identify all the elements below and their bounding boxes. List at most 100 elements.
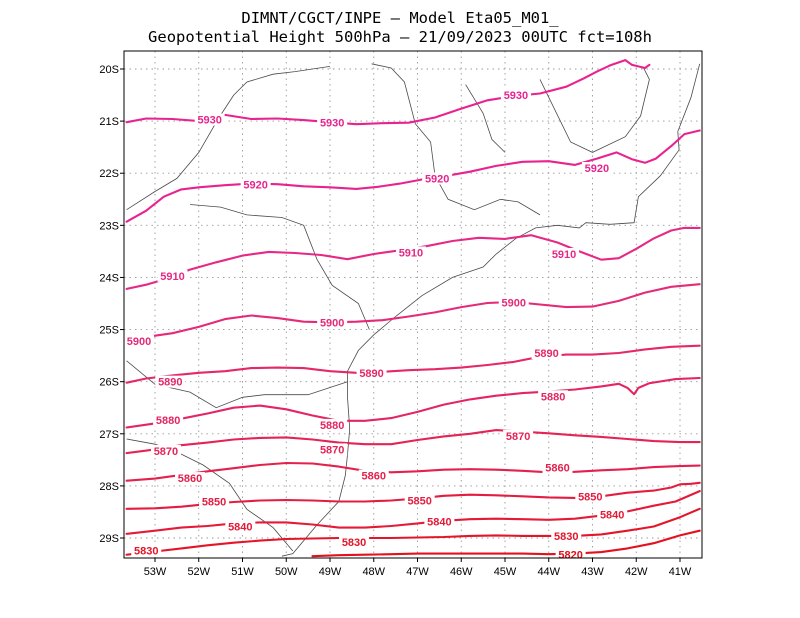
contour-label-halo — [538, 390, 569, 403]
contour-label-group: 5830 — [551, 529, 582, 543]
contour-label-halo — [124, 335, 154, 348]
lat-tick-label: 20S — [99, 64, 119, 76]
contour-label-layer: 5930 5930 5930 5920 5920 5920 5910 5910 5910 5900… — [124, 89, 628, 562]
contour-label-5920: 5920 — [243, 180, 267, 192]
contour-label-5870: 5870 — [320, 444, 344, 456]
lon-tick-label: 50W — [275, 566, 298, 578]
contour-label-5860: 5860 — [545, 463, 569, 475]
contour-layer — [125, 59, 701, 558]
state-border-0 — [126, 66, 331, 211]
contour-label-group: 5870 — [150, 444, 181, 458]
lat-tick-label: 23S — [99, 220, 119, 232]
longitude-axis: 53W 52W 51W 50W 49W 48W 47W 46W 45W 44W 43W 42W 41W — [144, 558, 692, 578]
contour-label-halo — [317, 443, 348, 456]
contour-label-5920: 5920 — [425, 173, 449, 185]
lon-tick-label: 52W — [187, 566, 210, 578]
contour-label-group: 5870 — [503, 429, 534, 443]
lon-tick-label: 46W — [450, 566, 473, 578]
contour-label-halo — [551, 529, 582, 542]
contour-label-group: 5860 — [175, 472, 205, 485]
lon-tick-label: 48W — [362, 566, 385, 578]
contour-label-5840: 5840 — [228, 522, 252, 534]
contour-label-halo — [500, 89, 531, 102]
contour-label-5880: 5880 — [156, 415, 180, 427]
contour-label-group: 5850 — [199, 495, 230, 509]
contour-label-5870: 5870 — [154, 446, 178, 458]
contour-5870 — [125, 429, 701, 455]
contour-label-group: 5930 — [194, 113, 225, 127]
contour-label-5900: 5900 — [502, 297, 526, 309]
lon-tick-label: 41W — [669, 566, 692, 578]
contour-label-halo — [317, 116, 348, 129]
contour-label-halo — [581, 162, 612, 175]
contour-label-5920: 5920 — [585, 163, 609, 175]
contour-label-group: 5910 — [395, 246, 426, 259]
contour-label-5850: 5850 — [202, 497, 226, 509]
map-title-line-2: Geopotential Height 500hPa – 21/09/2023 … — [148, 28, 652, 46]
contour-label-group: 5890 — [155, 375, 186, 389]
geography-layer — [126, 63, 701, 557]
state-border-2 — [189, 204, 370, 330]
contour-label-halo — [194, 113, 225, 126]
contour-label-group: 5870 — [317, 443, 348, 456]
contour-5910 — [125, 226, 701, 290]
state-border-5 — [539, 66, 650, 153]
contour-label-group: 5900 — [317, 316, 348, 329]
contour-label-halo — [317, 316, 348, 329]
contour-label-group: 5910 — [549, 247, 580, 261]
contour-label-halo — [356, 366, 387, 379]
contour-5920 — [125, 129, 701, 223]
contour-label-group: 5840 — [225, 520, 256, 534]
contour-label-group: 5890 — [356, 366, 387, 380]
contour-label-halo — [404, 494, 435, 507]
contour-label-group: 5910 — [157, 269, 188, 283]
contour-label-halo — [498, 296, 529, 309]
contour-label-5850: 5850 — [578, 491, 602, 503]
contour-label-5830: 5830 — [342, 537, 366, 549]
contour-label-5820: 5820 — [558, 550, 582, 562]
contour-5830 — [125, 507, 701, 556]
lat-tick-label: 29S — [99, 533, 119, 545]
coastline — [281, 63, 701, 557]
contour-label-5910: 5910 — [399, 247, 423, 259]
contour-label-5850: 5850 — [407, 495, 431, 507]
contour-label-group: 5820 — [555, 548, 586, 562]
contour-label-halo — [157, 269, 188, 282]
lon-tick-label: 42W — [625, 566, 648, 578]
lat-tick-label: 26S — [99, 377, 119, 389]
contour-label-group: 5900 — [498, 296, 529, 309]
contour-label-group: 5830 — [339, 536, 370, 549]
contour-label-5880: 5880 — [541, 391, 565, 403]
state-border-6 — [465, 84, 506, 153]
contour-label-group: 5930 — [317, 116, 348, 130]
contour-5850 — [125, 481, 701, 510]
contour-label-5840: 5840 — [427, 516, 451, 528]
contour-label-group: 5840 — [597, 508, 628, 522]
contour-label-halo — [597, 508, 628, 521]
contour-label-group: 5830 — [131, 544, 162, 558]
contour-label-5860: 5860 — [362, 470, 386, 482]
latitude-axis: 20S 21S 22S 23S 24S 25S 26S 27S 28S 29S — [99, 64, 124, 545]
contour-label-halo — [199, 495, 230, 508]
contour-label-5890: 5890 — [158, 377, 182, 389]
contour-label-group: 5930 — [500, 89, 531, 102]
contour-label-group: 5920 — [240, 178, 271, 192]
graticule — [124, 51, 702, 558]
contour-label-halo — [422, 172, 453, 185]
contour-label-group: 5850 — [404, 494, 435, 507]
contour-5820 — [311, 529, 701, 558]
contour-label-halo — [531, 347, 562, 360]
contour-label-group: 5840 — [424, 515, 455, 528]
contour-label-halo — [395, 246, 426, 259]
contour-label-5830: 5830 — [134, 546, 158, 558]
contour-label-halo — [358, 469, 389, 482]
lon-tick-label: 51W — [231, 566, 254, 578]
contour-label-5900: 5900 — [320, 317, 344, 329]
contour-label-group: 5920 — [581, 162, 612, 175]
contour-label-group: 5920 — [422, 172, 453, 185]
contour-label-halo — [155, 375, 186, 388]
contour-label-halo — [542, 461, 573, 474]
contour-label-halo — [424, 515, 455, 528]
contour-label-group: 5880 — [153, 414, 184, 427]
contour-label-5910: 5910 — [160, 271, 184, 283]
